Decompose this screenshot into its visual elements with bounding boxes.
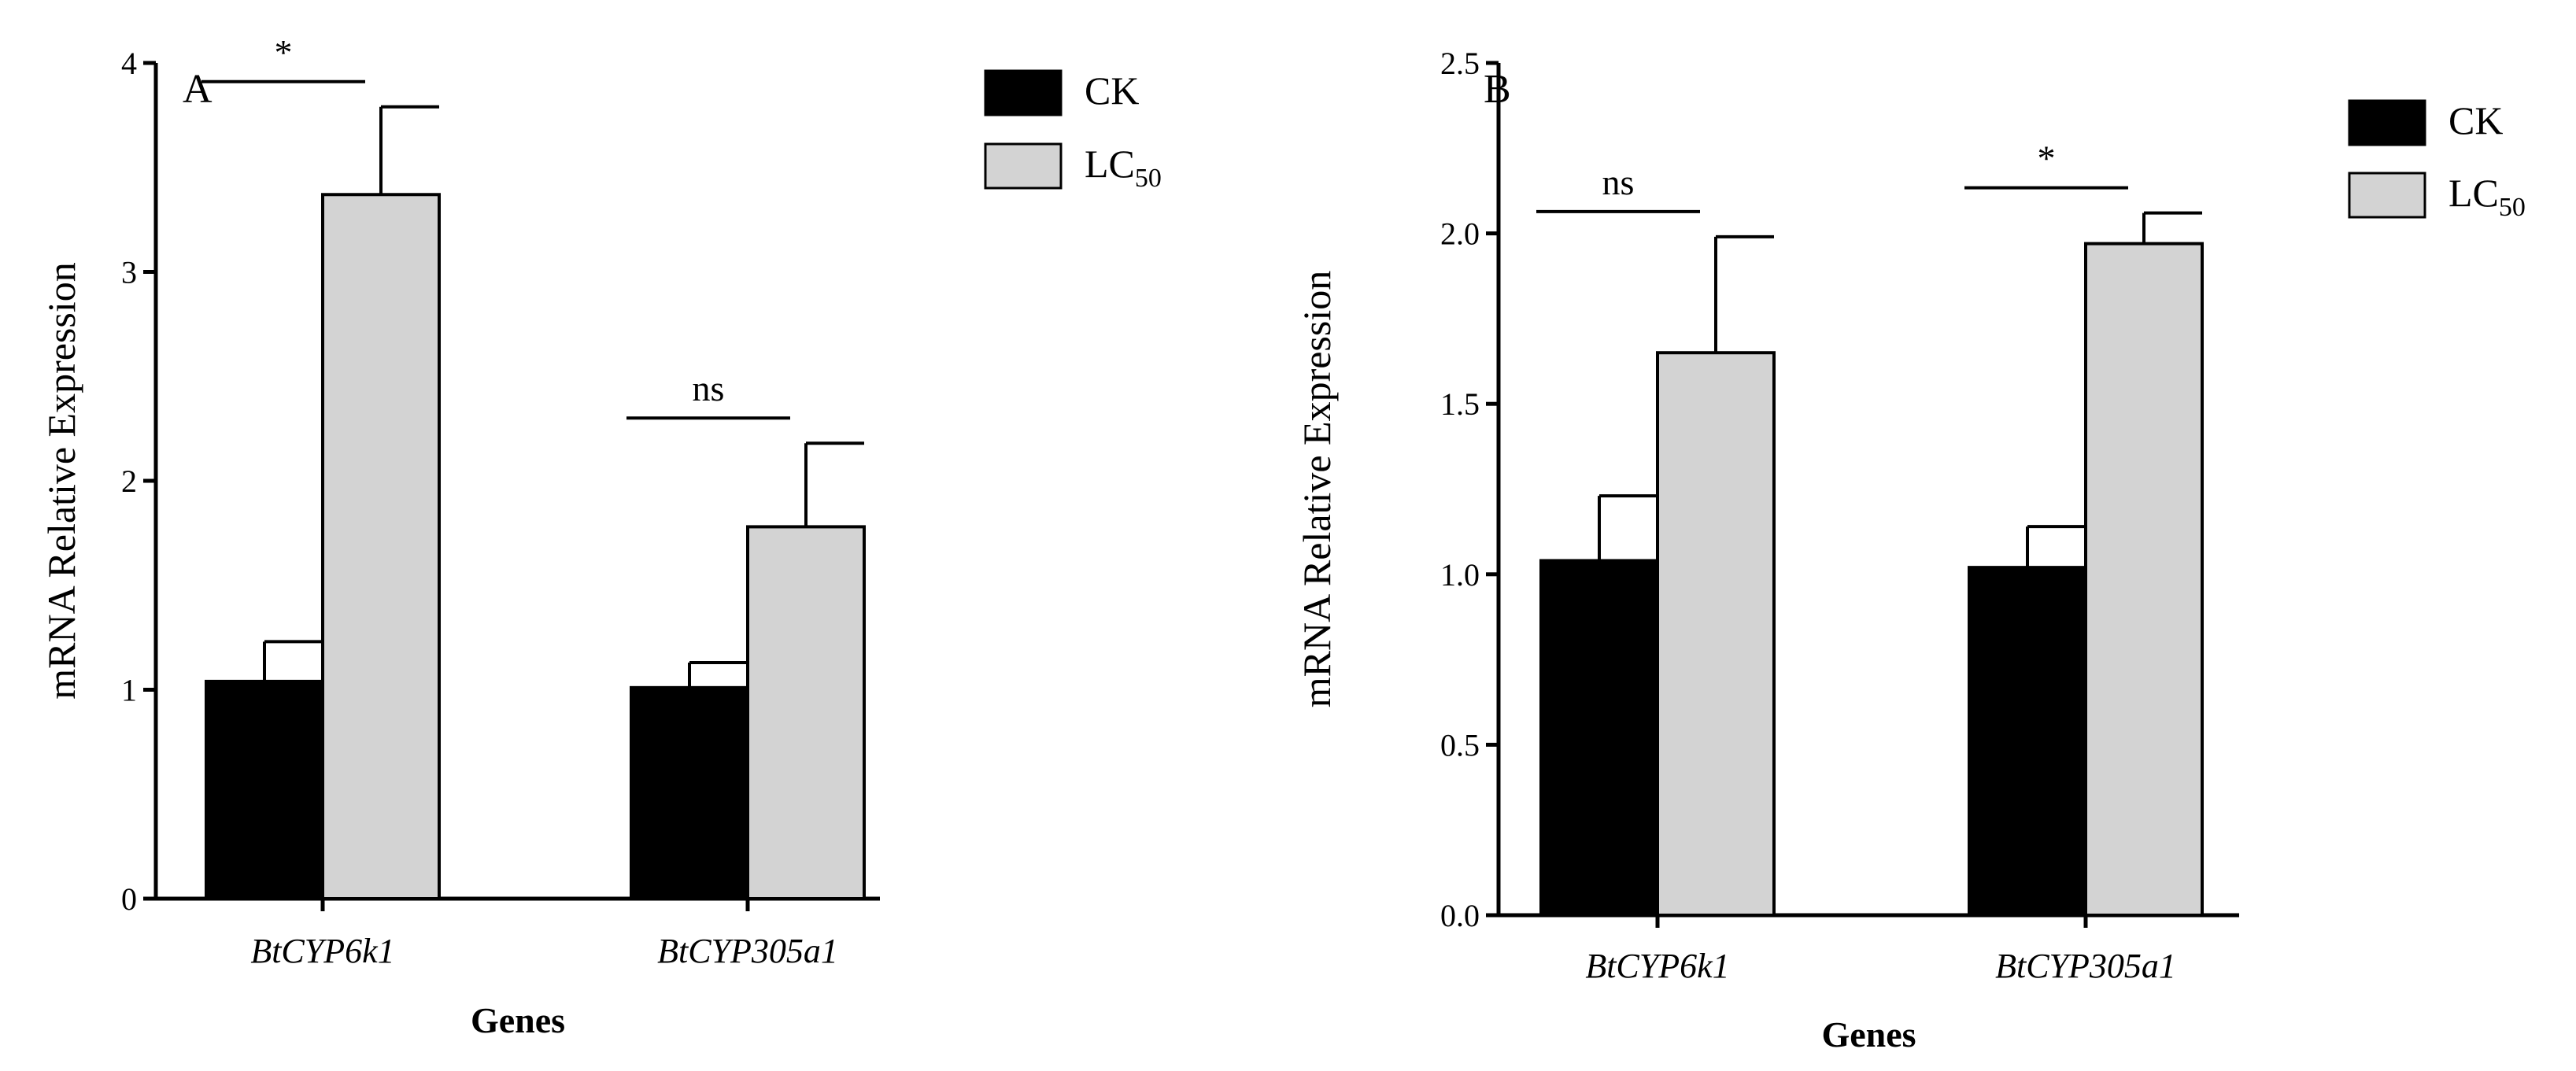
legend: CK LC50 — [984, 68, 1162, 193]
legend-swatch-ck — [2348, 99, 2426, 146]
legend-swatch-lc50 — [984, 142, 1063, 190]
y-tick-label: 1.0 — [1440, 557, 1480, 593]
y-tick-label: 2.0 — [1440, 216, 1480, 252]
legend: CK LC50 — [2348, 98, 2526, 222]
panel-label: A — [183, 67, 213, 112]
bar-ck — [1968, 566, 2087, 917]
y-axis-label: mRNA Relative Expression — [39, 262, 83, 700]
bar-lc50 — [746, 525, 866, 900]
y-tick-label: 4 — [121, 46, 137, 81]
bar-lc50 — [321, 193, 441, 900]
y-tick-label: 2.5 — [1440, 46, 1480, 81]
significance-label: * — [275, 32, 293, 72]
y-tick-label: 3 — [121, 255, 137, 290]
chart-panel-a: 0 1 2 3 4 mRNA Relative Expression A BtCYP6k1 * B… — [39, 32, 1162, 1040]
y-tick-label: 2 — [121, 463, 137, 499]
y-axis-label: mRNA Relative Expression — [1295, 271, 1339, 708]
bar-ck — [1539, 559, 1659, 917]
x-tick-label: BtCYP305a1 — [1995, 947, 2176, 985]
y-tick-label: 1.5 — [1440, 386, 1480, 422]
significance-label: ns — [1602, 162, 1635, 202]
legend-label-ck: CK — [2448, 98, 2503, 142]
bar-lc50 — [2084, 242, 2204, 917]
y-tick-label: 1 — [121, 673, 137, 708]
bar-ck — [630, 685, 749, 900]
bar-ck — [205, 679, 324, 900]
x-axis-label: Genes — [471, 1000, 565, 1040]
chart-panel-b: 0.0 0.5 1.0 1.5 2.0 2.5 mRNA Relative Expressi… — [1295, 46, 2526, 1054]
legend-label-lc50: LC50 — [1085, 142, 1162, 193]
x-tick-label: BtCYP305a1 — [657, 932, 838, 970]
x-tick-label: BtCYP6k1 — [1585, 947, 1729, 985]
panel-label: B — [1484, 67, 1511, 112]
y-tick-label: 0 — [121, 881, 137, 917]
bar-lc50 — [1656, 351, 1776, 918]
legend-swatch-lc50 — [2348, 172, 2426, 219]
x-axis-label: Genes — [1821, 1014, 1916, 1054]
y-tick-label: 0.5 — [1440, 727, 1480, 763]
significance-label: * — [2038, 138, 2056, 179]
x-tick-label: BtCYP6k1 — [250, 932, 394, 970]
y-tick-label: 0.0 — [1440, 898, 1480, 933]
legend-swatch-ck — [984, 69, 1063, 116]
significance-label: ns — [693, 368, 725, 408]
legend-label-ck: CK — [1085, 68, 1139, 113]
legend-label-lc50: LC50 — [2448, 171, 2526, 222]
